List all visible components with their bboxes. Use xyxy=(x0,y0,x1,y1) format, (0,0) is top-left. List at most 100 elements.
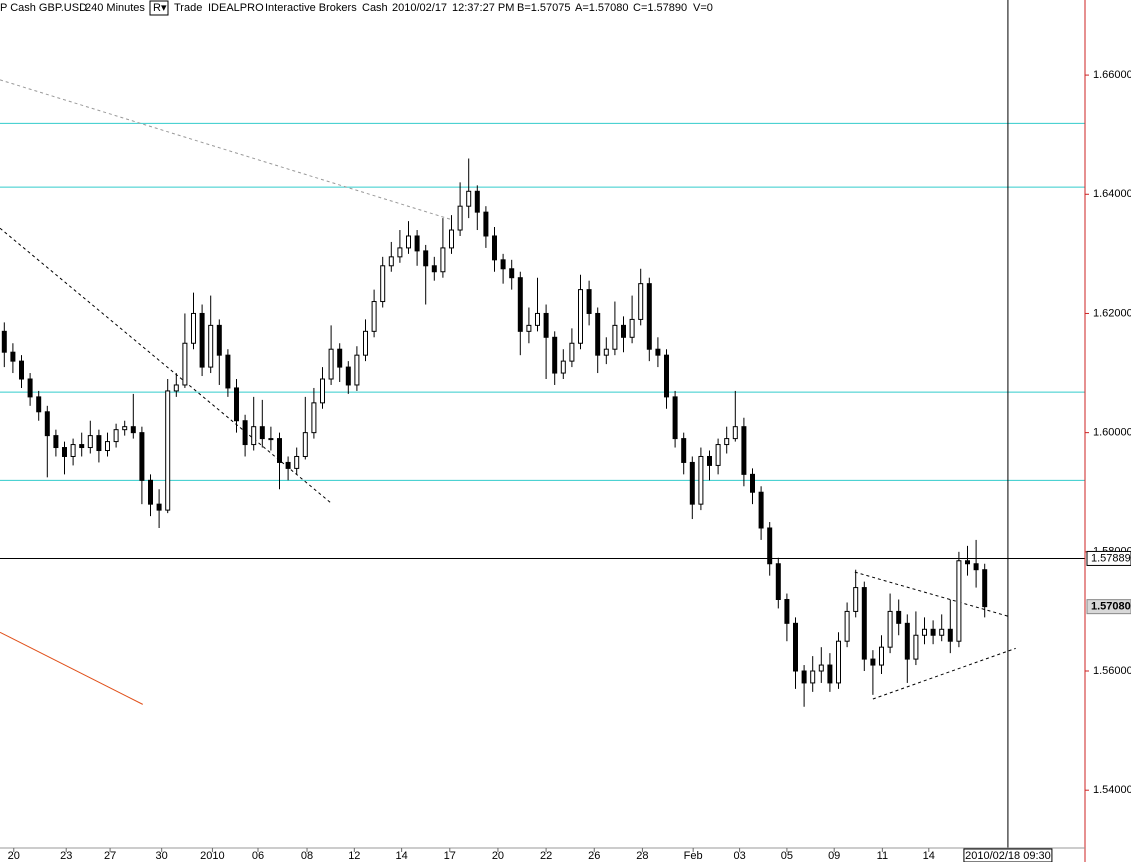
candle-body xyxy=(191,312,196,344)
x-tick-label: 06 xyxy=(252,850,264,862)
candle-body xyxy=(621,324,626,338)
y-tick-label: 1.64000 xyxy=(1093,188,1131,200)
x-tick-label: 14 xyxy=(395,850,407,862)
x-tick-label: 22 xyxy=(540,850,552,862)
candle-body xyxy=(466,190,472,207)
candle-body xyxy=(965,560,970,565)
candle-body xyxy=(887,610,893,648)
x-tick-label: 20 xyxy=(8,850,20,862)
candle-body xyxy=(259,426,265,440)
header-text: P Cash GBP.USD xyxy=(0,2,87,14)
x-tick-label: 28 xyxy=(636,850,648,862)
candle-body xyxy=(956,560,962,642)
candle-body xyxy=(586,289,592,314)
candle-body xyxy=(758,491,764,529)
candle-body xyxy=(836,640,841,684)
candle-body xyxy=(397,247,403,258)
candle-body xyxy=(320,378,325,404)
candle-body xyxy=(27,378,33,398)
last-price-box xyxy=(1086,599,1131,615)
candle-body xyxy=(62,447,67,457)
candle-body xyxy=(96,435,102,452)
candle-body xyxy=(552,336,558,374)
candle-body xyxy=(139,432,145,481)
candle-body xyxy=(363,330,368,356)
x-tick-label: 20 xyxy=(492,850,504,862)
candle-body xyxy=(526,324,532,332)
candle-body xyxy=(251,426,257,446)
candle-body xyxy=(216,324,222,356)
x-tick-label: 05 xyxy=(781,850,793,862)
candle-body xyxy=(896,610,902,624)
candle-body xyxy=(707,455,712,466)
candle-body xyxy=(345,366,351,386)
trendline xyxy=(0,631,143,705)
candle-body xyxy=(732,426,738,440)
candle-body xyxy=(861,587,867,660)
candle-body xyxy=(268,438,274,441)
candle-body xyxy=(113,429,119,443)
dropdown[interactable]: R▾ xyxy=(153,2,167,14)
y-tick-label: 1.54000 xyxy=(1093,784,1131,796)
candle-body xyxy=(784,598,790,624)
header-text: 240 Minutes xyxy=(85,2,145,14)
candle-body xyxy=(302,432,308,457)
candle-body xyxy=(311,402,317,434)
candle-body xyxy=(328,348,334,380)
candle-body xyxy=(629,318,635,338)
cursor-price-label: 1.57889 xyxy=(1091,552,1131,564)
candle-body xyxy=(517,277,523,332)
candle-body xyxy=(440,247,446,273)
candle-body xyxy=(70,444,76,457)
candle-body xyxy=(148,479,153,505)
candle-body xyxy=(603,348,609,356)
candle-body xyxy=(612,324,618,350)
header-text: 12:37:27 PM xyxy=(452,2,514,14)
trendline xyxy=(854,571,1009,617)
candle-body xyxy=(371,301,377,332)
x-tick-label: 03 xyxy=(733,850,745,862)
candle-body xyxy=(105,441,110,452)
candle-body xyxy=(277,438,282,463)
candle-body xyxy=(724,438,730,446)
candle-body xyxy=(715,444,721,466)
candle-body xyxy=(208,324,214,368)
y-tick-label: 1.62000 xyxy=(1093,307,1131,319)
header-text: 2010/02/17 xyxy=(392,2,447,14)
candle-body xyxy=(414,235,420,252)
candle-body xyxy=(698,455,704,505)
dropdown-box[interactable] xyxy=(149,0,169,16)
x-tick-label: 12 xyxy=(348,850,360,862)
x-tick-label: 27 xyxy=(104,850,116,862)
candle-body xyxy=(380,265,386,303)
candle-body xyxy=(44,411,50,437)
candle-body xyxy=(173,384,179,392)
candle-body xyxy=(492,235,497,261)
candle-body xyxy=(19,360,24,380)
candle-body xyxy=(483,211,489,237)
y-tick-label: 1.56000 xyxy=(1093,665,1131,677)
candle-body xyxy=(509,268,515,279)
candle-body xyxy=(578,289,583,344)
header-text: Interactive Brokers xyxy=(265,2,357,14)
candle-body xyxy=(388,256,394,267)
candle-body xyxy=(569,342,575,362)
candle-body xyxy=(294,455,300,469)
x-tick-label: 2010 xyxy=(200,850,224,862)
candle-body xyxy=(431,265,437,273)
header-text: Trade xyxy=(174,2,202,14)
cursor-price-box xyxy=(1086,550,1131,566)
trendline xyxy=(0,79,453,221)
candle-body xyxy=(1,330,7,353)
candle-body xyxy=(879,646,884,666)
candle-body xyxy=(285,461,291,469)
candle-body xyxy=(904,622,910,660)
candle-body xyxy=(53,435,59,449)
x-tick-label: 30 xyxy=(156,850,168,862)
candle-body xyxy=(810,670,816,684)
x-tick-label: 09 xyxy=(828,850,840,862)
candle-body xyxy=(225,354,231,389)
candle-body xyxy=(234,387,239,422)
last-price-label: 1.57080 xyxy=(1091,601,1131,613)
trendline xyxy=(872,647,1016,700)
